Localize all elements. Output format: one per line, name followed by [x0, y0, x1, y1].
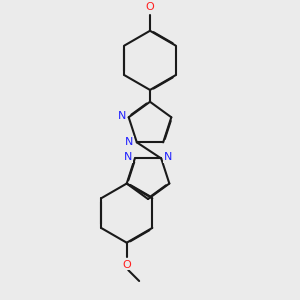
- Text: N: N: [124, 152, 132, 162]
- Text: O: O: [122, 260, 131, 269]
- Text: N: N: [164, 152, 172, 162]
- Text: O: O: [146, 2, 154, 12]
- Text: N: N: [118, 111, 126, 121]
- Text: N: N: [125, 137, 133, 147]
